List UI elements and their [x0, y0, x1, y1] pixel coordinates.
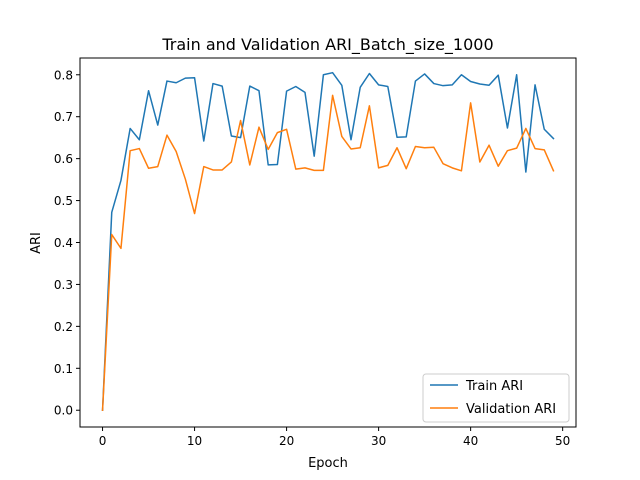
legend-box — [422, 373, 570, 423]
x-axis-label: Epoch — [308, 456, 348, 471]
x-tick-label: 20 — [279, 434, 294, 448]
ticks-layer: 0 10 20 30 40 50 0.0 0.1 0.2 0.3 0.4 0.5 0.6 0.7 0.8 — [54, 68, 570, 448]
series-layer — [101, 71, 555, 412]
y-tick-label: 0.6 — [54, 152, 73, 166]
legend: Train ARI Validation ARI — [422, 373, 570, 423]
y-axis-label: ARI — [29, 232, 44, 254]
y-tick-label: 0.4 — [54, 236, 73, 250]
y-tick-label: 0.0 — [54, 404, 73, 418]
y-tick-label: 0.3 — [54, 278, 73, 292]
x-tick-label: 0 — [99, 434, 107, 448]
x-tick-label: 10 — [187, 434, 202, 448]
y-tick-label: 0.8 — [54, 68, 73, 82]
y-tick-label: 0.2 — [54, 320, 73, 334]
y-tick-label: 0.1 — [54, 362, 73, 376]
legend-label-validation: Validation ARI — [466, 402, 556, 417]
plot-frame — [79, 57, 577, 428]
x-tick-label: 50 — [555, 434, 570, 448]
legend-label-train: Train ARI — [465, 379, 523, 394]
y-tick-label: 0.7 — [54, 110, 73, 124]
x-tick-label: 40 — [463, 434, 478, 448]
x-tick-label: 30 — [371, 434, 386, 448]
series-line-train — [101, 71, 555, 412]
y-tick-label: 0.5 — [54, 194, 73, 208]
chart-title: Train and Validation ARI_Batch_size_1000 — [161, 35, 493, 55]
series-line-validation — [101, 94, 555, 412]
